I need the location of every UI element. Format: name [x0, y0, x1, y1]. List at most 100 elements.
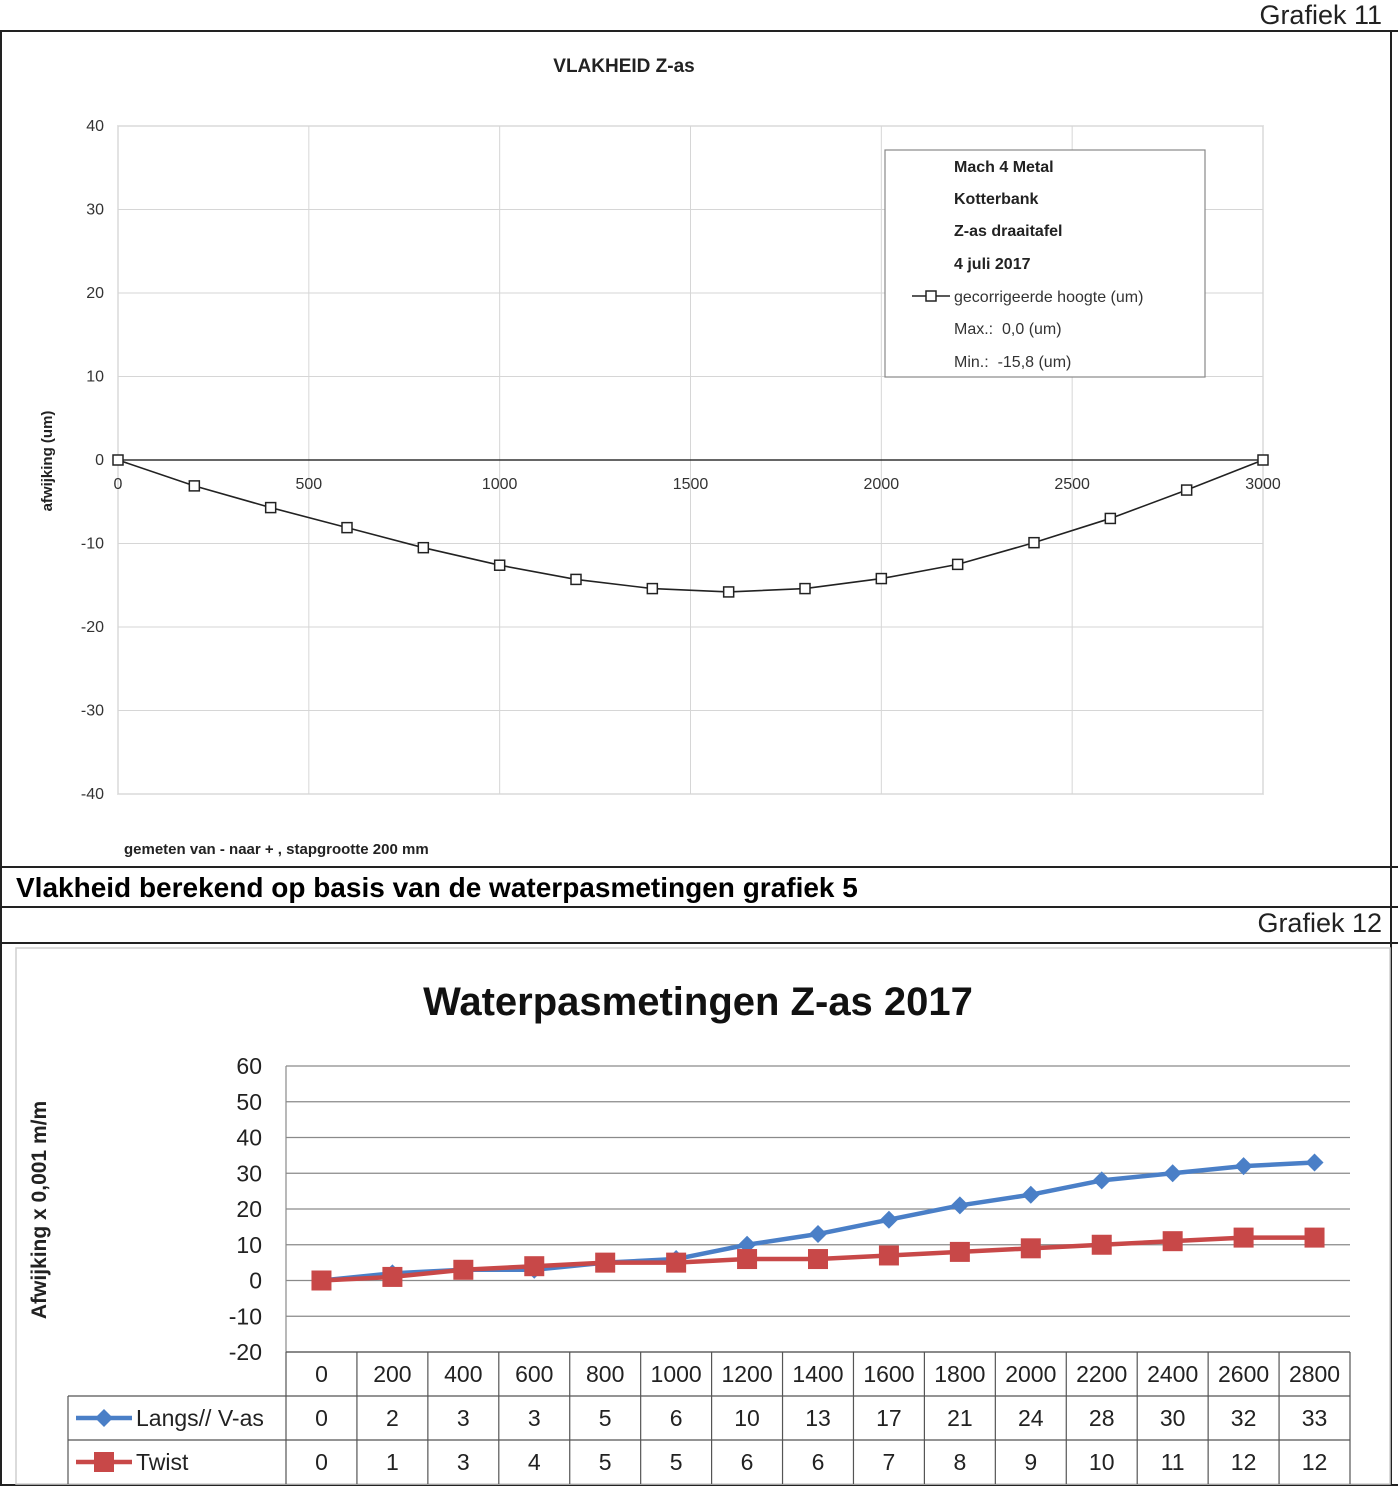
table-category-label: 1600 — [863, 1361, 914, 1387]
chart2-y-tick-label: 10 — [236, 1232, 262, 1258]
legend-line-2: Kotterbank — [954, 191, 1039, 208]
chart2-grid — [285, 1065, 1350, 1353]
chart2-data-point-1 — [1162, 1231, 1183, 1252]
table-value-cell: 10 — [734, 1405, 760, 1431]
chart1-data-point — [188, 480, 201, 492]
chart2-y-tick-label: 0 — [249, 1268, 262, 1294]
chart1-data-point — [1257, 454, 1269, 466]
chart2-y-tick-label: 50 — [236, 1089, 262, 1115]
chart2-data-point-0 — [809, 1225, 827, 1244]
chart2-data-point-1 — [1233, 1227, 1254, 1248]
chart1-data-point — [722, 586, 735, 598]
chart2-y-tick-labels: 60 50 40 30 20 10 0 -10 -20 — [229, 1053, 262, 1365]
chart2-y-tick-label: -20 — [229, 1339, 262, 1365]
table-value-cell: 13 — [805, 1405, 831, 1431]
table-value-cell: 0 — [315, 1449, 328, 1475]
table-category-label: 2600 — [1218, 1361, 1269, 1387]
frame-line-right — [1390, 30, 1392, 1485]
table-value-cell: 30 — [1160, 1405, 1186, 1431]
chart2-data-point-1 — [1304, 1227, 1325, 1248]
chart2-data-point-0 — [1092, 1171, 1111, 1190]
table-value-cell: 11 — [1161, 1449, 1185, 1475]
chart1-y-tick-label: -30 — [81, 703, 104, 720]
table-value-cell: 6 — [741, 1449, 754, 1475]
table-value-cell: 4 — [528, 1449, 541, 1475]
table-value-cell: 10 — [1089, 1449, 1115, 1475]
chart1-data-point — [417, 541, 430, 554]
chart2-y-tick-label: -10 — [229, 1303, 262, 1329]
table-value-cell: 6 — [812, 1449, 825, 1475]
chart1-x-tick-label: 2500 — [1054, 476, 1090, 493]
chart2-data-point-0 — [1163, 1164, 1182, 1183]
chart1-y-tick-label: -20 — [81, 619, 104, 636]
chart1-y-tick-label: -40 — [81, 786, 104, 803]
table-category-label: 2400 — [1147, 1361, 1198, 1387]
chart2-data-point-1 — [595, 1252, 616, 1273]
table-category-label: 600 — [515, 1361, 553, 1387]
chart2-y-tick-label: 30 — [236, 1160, 262, 1186]
chart1-y-tick-labels: 40 30 20 10 0 -10 -20 -30 -40 — [81, 118, 104, 803]
frame-line-chart1-bottom — [0, 866, 1398, 868]
chart2-data-point-0 — [879, 1210, 898, 1229]
chart2-title: Waterpasmetingen Z-as 2017 — [423, 980, 973, 1024]
chart1-x-tick-label: 500 — [295, 476, 322, 493]
table-category-label: 200 — [373, 1361, 411, 1387]
table-category-label: 400 — [444, 1361, 482, 1387]
grafiek-11-label: Grafiek 11 — [1259, 0, 1382, 30]
frame-line-chart2-top — [0, 942, 1398, 944]
table-value-cell: 5 — [599, 1449, 612, 1475]
table-value-cell: 17 — [876, 1405, 902, 1431]
chart1-y-tick-label: 20 — [86, 285, 104, 302]
table-value-cell: 28 — [1089, 1405, 1115, 1431]
chart2-data-point-0 — [1234, 1157, 1253, 1176]
chart1-y-tick-label: 10 — [86, 369, 104, 386]
legend-line-4: 4 juli 2017 — [954, 256, 1031, 273]
chart1-data-point — [1104, 512, 1117, 525]
chart2-data-point-1 — [737, 1249, 758, 1270]
table-series-name: Langs// V-as — [136, 1405, 264, 1431]
chart2-data-point-0 — [1305, 1153, 1324, 1172]
frame-line-bottom — [0, 1484, 1398, 1486]
chart1-data-point — [570, 573, 582, 586]
table-category-label: 800 — [586, 1361, 624, 1387]
chart1-data-point — [1180, 484, 1193, 496]
chart2-data-point-1 — [666, 1252, 687, 1273]
chart2-y-axis-label: Afwijking x 0,001 m/m — [28, 1101, 51, 1319]
chart1-x-tick-labels: 0 500 1000 1500 2000 2500 3000 — [114, 476, 1281, 493]
chart1-x-tick-label: 1000 — [482, 476, 518, 493]
chart1-data-point — [112, 454, 124, 466]
legend-min: Min.: -15,8 (um) — [954, 354, 1071, 371]
chart1-y-axis-label: afwijking (um) — [39, 411, 56, 512]
chart1-data-point — [951, 558, 964, 571]
table-value-cell: 3 — [528, 1405, 541, 1431]
chart1-legend: Mach 4 Metal Kotterbank Z-as draaitafel … — [884, 149, 1206, 378]
chart1-y-tick-label: -10 — [81, 536, 104, 553]
table-value-cell: 12 — [1302, 1449, 1328, 1475]
table-value-cell: 21 — [947, 1405, 973, 1431]
chart1-data-point — [875, 572, 888, 585]
table-value-cell: 5 — [670, 1449, 683, 1475]
table-value-cell: 2 — [386, 1405, 399, 1431]
frame-line-caption-bottom — [0, 906, 1398, 908]
table-value-cell: 8 — [953, 1449, 966, 1475]
chart1-x-tick-label: 1500 — [673, 476, 709, 493]
table-category-label: 2800 — [1289, 1361, 1340, 1387]
table-legend-marker-0 — [95, 1409, 113, 1427]
chart2-data-table: 0 200 400 600 800 1000 1200 1400 1600 1800 2000 220… — [67, 1351, 1351, 1484]
table-value-cell: 5 — [599, 1405, 612, 1431]
chart2-data-point-0 — [1021, 1185, 1040, 1204]
grafiek-12-label: Grafiek 12 — [1257, 908, 1382, 938]
chart2-data-point-1 — [453, 1259, 474, 1280]
legend-series-label: gecorrigeerde hoogte (um) — [954, 289, 1143, 306]
frame-line-top — [0, 30, 1398, 32]
table-value-cell: 3 — [457, 1405, 470, 1431]
chart1-title: VLAKHEID Z-as — [553, 56, 694, 77]
chart1-y-tick-label: 30 — [86, 202, 104, 219]
vlakheid-chart: VLAKHEID Z-as 40 30 20 10 0 -10 -20 -30 -40 0 500… — [39, 56, 1281, 858]
chart2-data-point-1 — [808, 1249, 828, 1270]
table-value-cell: 0 — [315, 1405, 328, 1431]
table-value-cell: 6 — [670, 1405, 683, 1431]
table-value-cell: 33 — [1302, 1405, 1328, 1431]
legend-series-marker — [925, 290, 937, 302]
